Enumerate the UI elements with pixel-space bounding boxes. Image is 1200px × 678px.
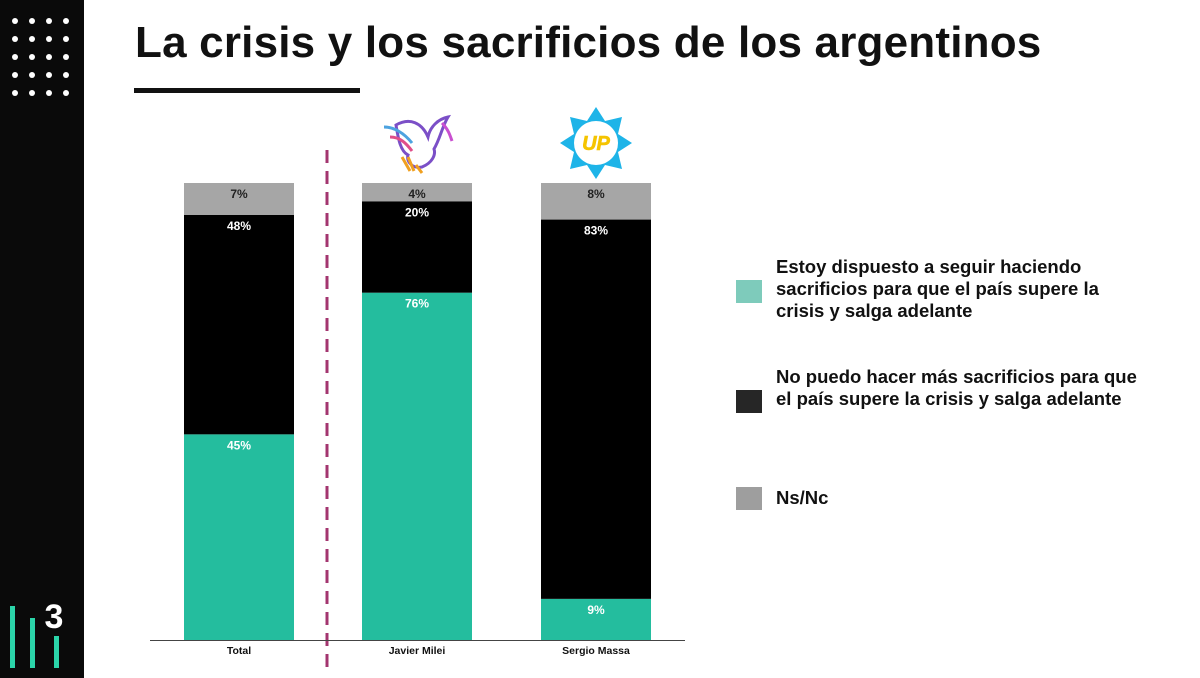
data-label-nsnc: 7% [230, 187, 248, 201]
data-label-dispuesto: 76% [405, 297, 429, 311]
sidebar-dot [46, 90, 52, 96]
bar-segment-nsnc [184, 183, 294, 215]
sidebar-dot [63, 72, 69, 78]
legend-item-no-puedo: No puedo hacer más sacrificios para que … [736, 366, 1146, 413]
bar-segment-dispuesto [362, 292, 472, 640]
data-label-dispuesto: 9% [587, 603, 605, 617]
left-sidebar: 3 [0, 0, 84, 678]
x-tick-label: Javier Milei [389, 645, 446, 657]
eagle-logo-icon [383, 114, 454, 174]
legend-swatch-dispuesto [736, 280, 762, 303]
sidebar-dot [29, 72, 35, 78]
legend-label-nsnc: Ns/Nc [776, 487, 829, 508]
sidebar-dot [12, 54, 18, 60]
sidebar-dot [12, 72, 18, 78]
sidebar-dot [29, 18, 35, 24]
sidebar-dot [63, 18, 69, 24]
data-label-nsnc: 8% [587, 187, 605, 201]
brand-logo-icon: 3 [10, 598, 64, 668]
bar-segment-dispuesto [541, 598, 651, 640]
sidebar-dot [12, 90, 18, 96]
legend-item-dispuesto: Estoy dispuesto a seguir haciendo sacrif… [736, 256, 1146, 322]
bar-segment-nsnc [362, 183, 472, 202]
sidebar-dot [12, 36, 18, 42]
svg-text:UP: UP [582, 133, 610, 155]
legend-swatch-nsnc [736, 487, 762, 510]
legend-label-no-puedo: No puedo hacer más sacrificios para que … [776, 366, 1137, 409]
x-tick-label: Sergio Massa [562, 645, 630, 657]
sidebar-dot [63, 90, 69, 96]
legend-item-nsnc: Ns/Nc [736, 487, 1146, 510]
sidebar-dot [46, 54, 52, 60]
sidebar-dot [29, 54, 35, 60]
data-label-no-puedo: 20% [405, 205, 429, 219]
sidebar-dot [29, 90, 35, 96]
title-underline [134, 88, 360, 93]
bar-segment-no-puedo [362, 201, 472, 293]
data-label-no-puedo: 48% [227, 219, 251, 233]
bar-segment-dispuesto [184, 434, 294, 640]
data-label-dispuesto: 45% [227, 438, 251, 452]
bar-segment-nsnc [541, 183, 651, 220]
sidebar-dot [63, 36, 69, 42]
sidebar-dot [12, 18, 18, 24]
sidebar-dot [46, 72, 52, 78]
sidebar-dot [46, 18, 52, 24]
sidebar-dot [63, 54, 69, 60]
sidebar-dot [46, 36, 52, 42]
bar-segment-no-puedo [541, 219, 651, 599]
legend-swatch-no-puedo [736, 390, 762, 413]
stacked-bar-chart: UP 45% 48% 7% Total 76% 20% 4% Javier Milei 9% 83… [150, 107, 685, 672]
data-label-no-puedo: 83% [584, 224, 608, 238]
brand-mark: 3 [45, 598, 64, 636]
sidebar-dot [29, 36, 35, 42]
data-label-nsnc: 4% [408, 187, 426, 201]
legend-label-dispuesto: Estoy dispuesto a seguir haciendo sacrif… [776, 256, 1099, 321]
page-title: La crisis y los sacrificios de los argen… [135, 18, 1042, 67]
dots-grid-icon [12, 18, 76, 102]
bar-segment-no-puedo [184, 214, 294, 435]
up-badge-icon: UP [560, 107, 632, 179]
x-tick-label: Total [227, 645, 251, 657]
